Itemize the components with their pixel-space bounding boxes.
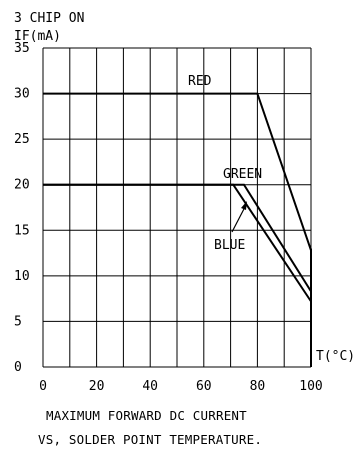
- series-label-green: GREEN: [223, 167, 262, 182]
- y-tick-label: 5: [14, 314, 22, 329]
- grid: [42, 47, 312, 368]
- x-tick-labels: 0 20 40 60 80 100: [39, 379, 323, 394]
- series-lines: [42, 92, 312, 302]
- x-tick-label: 20: [89, 379, 105, 394]
- y-tick-label: 20: [14, 178, 30, 193]
- x-tick-label: 100: [299, 379, 322, 394]
- blue-pointer-arrow: [231, 201, 247, 233]
- x-tick-label: 80: [250, 379, 266, 394]
- y-tick-label: 25: [14, 132, 30, 147]
- x-tick-label: 60: [196, 379, 212, 394]
- y-tick-label: 15: [14, 223, 30, 238]
- y-tick-label: 35: [14, 41, 30, 56]
- x-tick-label: 40: [142, 379, 158, 394]
- chart-title: 3 CHIP ON: [14, 11, 84, 26]
- y-tick-labels: 0 5 10 15 20 25 30 35: [14, 41, 30, 375]
- series-label-blue: BLUE: [214, 238, 245, 253]
- y-tick-label: 30: [14, 87, 30, 102]
- caption-line-1: MAXIMUM FORWARD DC CURRENT: [46, 408, 247, 423]
- x-tick-label: 0: [39, 379, 47, 394]
- series-label-red: RED: [188, 74, 212, 89]
- y-axis-label: IF(mA): [14, 29, 61, 44]
- y-tick-label: 10: [14, 269, 30, 284]
- x-axis-label: T(°C): [316, 349, 353, 364]
- caption-line-2: VS, SOLDER POINT TEMPERATURE.: [38, 432, 262, 447]
- y-tick-label: 0: [14, 360, 22, 375]
